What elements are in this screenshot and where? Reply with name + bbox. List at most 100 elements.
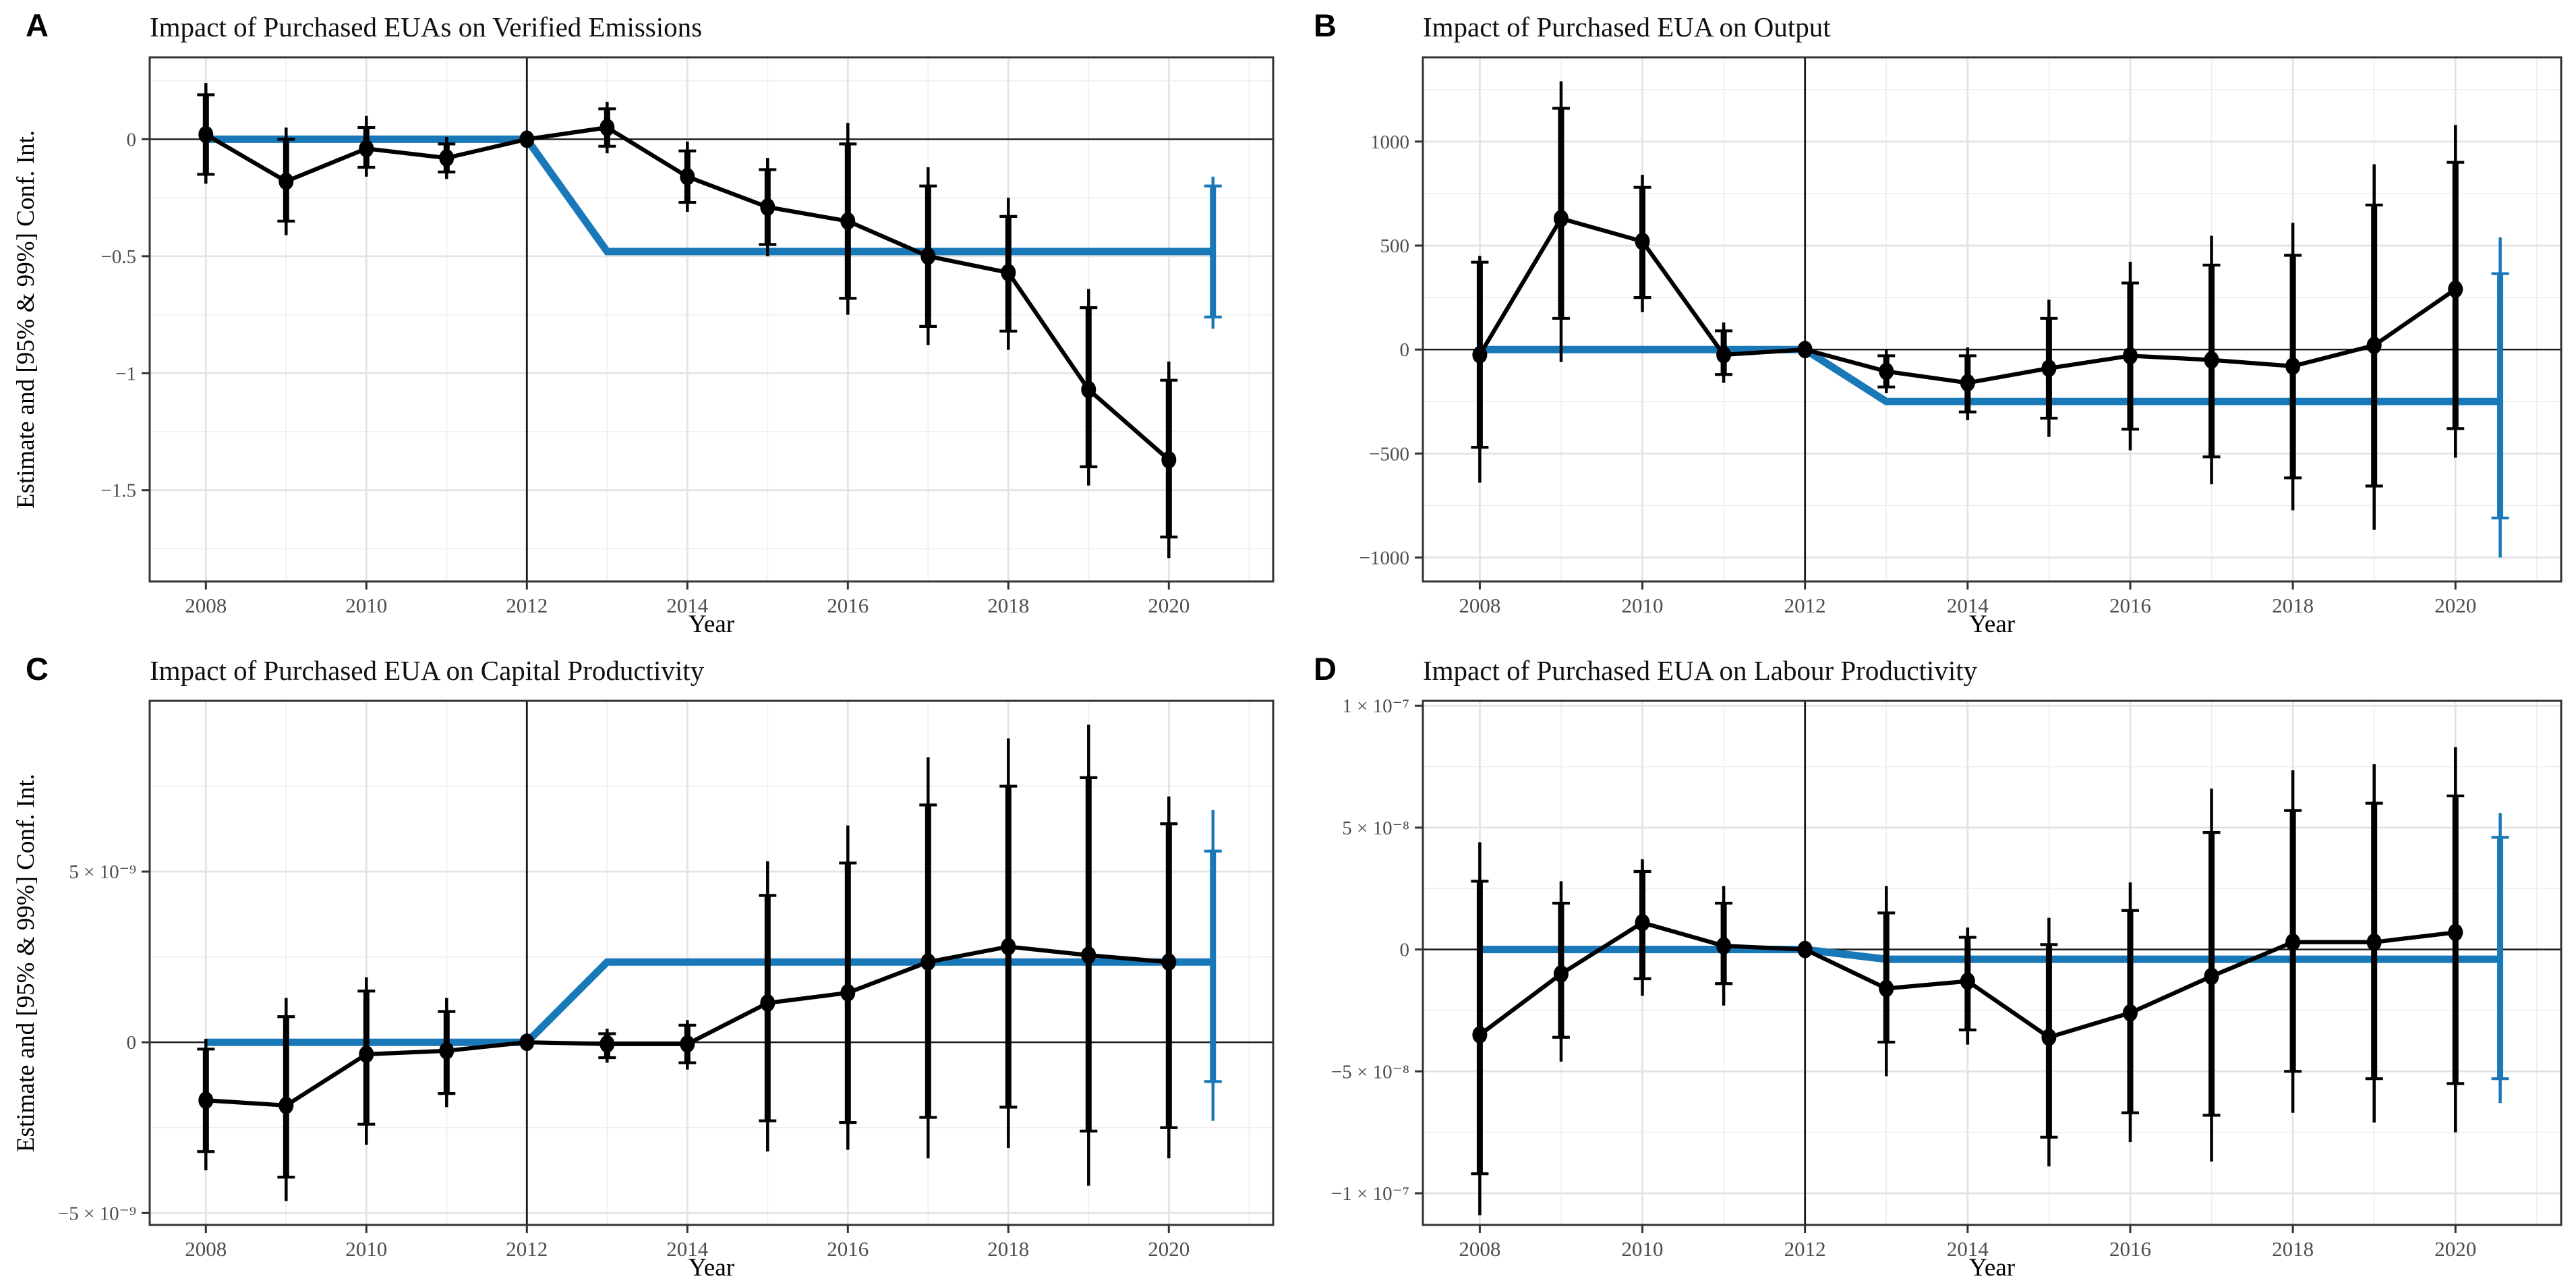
x-tick-label: 2018 [2272, 1237, 2314, 1261]
x-tick-label: 2020 [2434, 594, 2476, 617]
estimate-point [1879, 362, 1894, 380]
estimate-point [920, 247, 936, 265]
estimate-point [359, 1045, 374, 1063]
x-tick-label: 2008 [1459, 594, 1500, 617]
estimate-point [519, 130, 535, 148]
x-tick-label: 2014 [666, 1237, 709, 1261]
x-tick-label: 2016 [827, 594, 869, 617]
estimate-point [1472, 1026, 1488, 1044]
estimate-point [1553, 209, 1569, 227]
panel-title: Impact of Purchased EUAs on Verified Emi… [150, 11, 703, 42]
treatment-effect-line [1480, 345, 2500, 405]
estimate-point [1553, 965, 1569, 983]
y-tick-label: 0 [1400, 339, 1410, 361]
y-axis-label: Estimate and [95% & 99%] Conf. Int. [11, 130, 40, 509]
estimate-point [2122, 1004, 2138, 1022]
estimate-point [2366, 337, 2382, 355]
panel-title: Impact of Purchased EUA on Capital Produ… [150, 655, 705, 686]
estimate-point [760, 198, 775, 216]
x-tick-label: 2018 [987, 1237, 1029, 1261]
estimate-point [599, 119, 615, 137]
estimate-point [1797, 341, 1813, 359]
estimate-point [1161, 451, 1177, 469]
y-tick-label: −1 × 10⁻⁷ [1331, 1183, 1409, 1205]
y-tick-label: −1.5 [100, 480, 136, 502]
estimate-point [1635, 232, 1650, 250]
x-tick-label: 2008 [1459, 1237, 1500, 1261]
y-tick-label: 0 [127, 1032, 137, 1054]
x-tick-label: 2012 [1784, 1237, 1826, 1261]
panel-c-plot-area: 2008 2010 2012 2014 2016 2018 2020 5 × 10⁻⁹ 0 −5 … [58, 699, 1275, 1261]
estimate-point [920, 953, 936, 971]
x-axis-label: Year [688, 1254, 735, 1282]
panel-label: B [1314, 7, 1337, 43]
y-tick-label: −500 [1369, 443, 1409, 465]
estimate-point [1081, 946, 1096, 965]
y-tick-label: 0 [127, 129, 137, 150]
estimate-point [2041, 359, 2057, 377]
panel-border [1422, 56, 2563, 583]
plot-background [1423, 57, 2561, 581]
estimate-point [1001, 264, 1016, 282]
x-tick-label: 2012 [1784, 594, 1826, 617]
x-tick-label: 2018 [987, 594, 1029, 617]
y-tick-label: 0 [1400, 940, 1410, 961]
estimate-point [840, 983, 856, 1002]
x-tick-label: 2010 [1622, 594, 1664, 617]
panel-d-plot-area: 2008 2010 2012 2014 2016 2018 2020 1 × 10⁻⁷ 5 × … [1331, 695, 2563, 1261]
panel-d-labour-productivity: 2008 2010 2012 2014 2016 2018 2020 1 × 10⁻⁷ 5 × … [1288, 644, 2576, 1287]
x-axis-label: Year [1968, 1254, 2016, 1282]
x-tick-label: 2012 [506, 594, 548, 617]
estimate-point [2204, 351, 2219, 369]
x-axis-label: Year [688, 610, 735, 638]
estimate-point [2448, 923, 2463, 942]
y-tick-label: −1 [115, 363, 136, 384]
estimate-point [279, 172, 294, 190]
estimate-point [359, 140, 374, 158]
panel-label: D [1314, 651, 1337, 687]
estimate-point [760, 994, 775, 1012]
estimate-point [1472, 345, 1488, 364]
estimate-point [198, 125, 214, 144]
panel-border [148, 699, 1275, 1226]
y-tick-label: −0.5 [100, 246, 136, 268]
estimate-point [439, 1041, 455, 1060]
panel-b-plot-area: 2008 2010 2012 2014 2016 2018 2020 1000 500 0 −500… [1359, 56, 2563, 617]
estimate-point [1635, 913, 1650, 932]
panel-b-output: 2008 2010 2012 2014 2016 2018 2020 1000 500 0 −500… [1288, 0, 2576, 644]
y-tick-label: −5 × 10⁻⁹ [58, 1203, 136, 1224]
estimate-point [2122, 347, 2138, 365]
x-tick-label: 2014 [1947, 594, 1989, 617]
estimate-point [2041, 1028, 2057, 1046]
x-axis-label: Year [1968, 610, 2016, 638]
x-tick-label: 2016 [827, 1237, 869, 1261]
x-tick-label: 2014 [1947, 1237, 1989, 1261]
x-tick-label: 2018 [2272, 594, 2314, 617]
estimate-point [2366, 933, 2382, 951]
estimate-point [599, 1035, 615, 1053]
panel-title: Impact of Purchased EUA on Labour Produc… [1423, 655, 1978, 686]
estimate-point [840, 212, 856, 230]
panel-c-capital-productivity: 2008 2010 2012 2014 2016 2018 2020 5 × 10⁻⁹ 0 −5 … [0, 644, 1288, 1287]
y-tick-label: −1000 [1359, 548, 1409, 569]
estimate-point [2204, 967, 2219, 985]
panel-border [148, 56, 1275, 583]
y-tick-label: 5 × 10⁻⁸ [1342, 818, 1409, 839]
estimate-point [1716, 345, 1732, 364]
estimate-point [2448, 280, 2463, 298]
y-tick-label: −5 × 10⁻⁸ [1331, 1061, 1409, 1083]
panel-title: Impact of Purchased EUA on Output [1423, 11, 1831, 42]
x-tick-label: 2020 [2434, 1237, 2476, 1261]
y-axis-label: Estimate and [95% & 99%] Conf. Int. [11, 773, 40, 1153]
estimate-point [2285, 357, 2301, 375]
estimate-point [1960, 972, 1975, 990]
estimate-point [439, 149, 455, 167]
estimate-point [1716, 937, 1732, 955]
estimate-point [2285, 933, 2301, 951]
x-tick-label: 2012 [506, 1237, 548, 1261]
x-tick-label: 2016 [2109, 594, 2151, 617]
estimate-point [1081, 380, 1096, 399]
estimate-point [519, 1033, 535, 1052]
estimate-point [1797, 940, 1813, 959]
